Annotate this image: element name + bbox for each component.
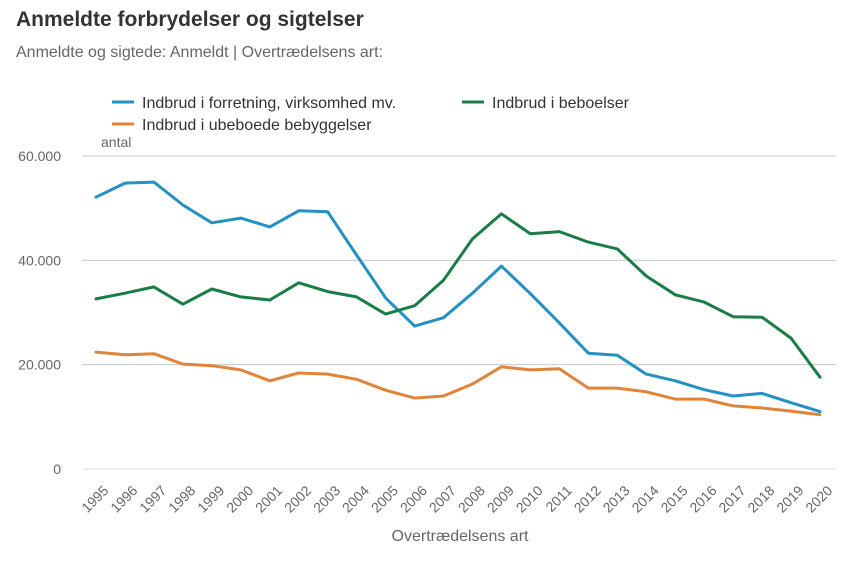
x-tick-label: 2019 xyxy=(773,482,806,515)
x-tick-label: 2015 xyxy=(657,482,690,515)
x-axis-ticks: 1995199619971998199920002001200220032004… xyxy=(78,482,835,515)
x-tick-label: 2007 xyxy=(426,482,459,515)
x-tick-label: 1998 xyxy=(165,482,198,515)
legend-item[interactable]: Indbrud i ubeboede bebyggelser xyxy=(112,117,372,134)
legend-item[interactable]: Indbrud i forretning, virksomhed mv. xyxy=(112,95,396,112)
x-tick-label: 2018 xyxy=(744,482,777,515)
series-line xyxy=(94,212,822,379)
x-tick-label: 2006 xyxy=(397,482,430,515)
legend-item[interactable]: Indbrud i beboelser xyxy=(462,95,630,112)
chart-title: Anmeldte forbrydelser og sigtelser xyxy=(16,8,364,31)
legend-label: Indbrud i forretning, virksomhed mv. xyxy=(142,95,396,112)
series-lines xyxy=(94,180,822,417)
x-tick-label: 2013 xyxy=(599,482,632,515)
x-tick-label: 2009 xyxy=(484,482,517,515)
x-tick-label: 2010 xyxy=(513,482,546,515)
x-tick-label: 2020 xyxy=(802,482,835,515)
x-tick-label: 1996 xyxy=(107,482,140,515)
series-line xyxy=(94,350,822,417)
x-tick-label: 2000 xyxy=(223,482,256,515)
y-axis-ticks: 0 20.000 40.000 60.000 xyxy=(18,148,61,477)
x-tick-label: 2008 xyxy=(455,482,488,515)
legend: Indbrud i forretning, virksomhed mv. Indb… xyxy=(112,95,630,134)
y-tick-label: 40.000 xyxy=(18,252,61,268)
y-tick-label: 20.000 xyxy=(18,357,61,373)
x-tick-label: 1997 xyxy=(136,482,169,515)
y-axis-unit-label: antal xyxy=(101,134,131,150)
x-tick-label: 2001 xyxy=(252,482,285,515)
x-tick-label: 2016 xyxy=(686,482,719,515)
legend-label: Indbrud i beboelser xyxy=(492,95,630,112)
x-tick-label: 1995 xyxy=(78,482,111,515)
x-tick-label: 2004 xyxy=(339,482,372,515)
x-axis-title: Overtrædelsens art xyxy=(392,528,529,545)
legend-label: Indbrud i ubeboede bebyggelser xyxy=(142,117,372,134)
x-tick-label: 2002 xyxy=(281,482,314,515)
x-tick-label: 2011 xyxy=(542,482,575,515)
x-tick-label: 2014 xyxy=(628,482,661,515)
y-tick-label: 0 xyxy=(53,461,61,477)
x-tick-label: 2005 xyxy=(368,482,401,515)
x-tick-label: 1999 xyxy=(194,482,227,515)
y-tick-label: 60.000 xyxy=(18,148,61,164)
x-tick-label: 2017 xyxy=(715,482,748,515)
series-line xyxy=(94,180,822,414)
x-tick-label: 2003 xyxy=(310,482,343,515)
x-tick-label: 2012 xyxy=(571,482,604,515)
chart-subtitle: Anmeldte og sigtede: Anmeldt | Overtræde… xyxy=(16,44,384,61)
